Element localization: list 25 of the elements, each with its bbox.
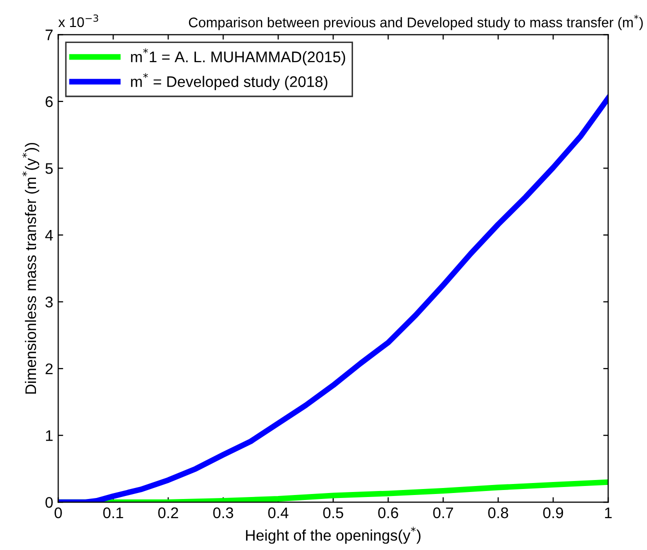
y-axis-title: Dimensionless mass transfer (m$^{*}$(y$^{*}$)) xyxy=(22,142,40,394)
x-tick-label: 0 xyxy=(54,507,62,518)
y-tick-label: 1 xyxy=(46,430,53,441)
x-tick-label: 0.6 xyxy=(378,507,398,518)
x-tick-label: 0.7 xyxy=(433,507,454,518)
legend-label: m$^{*}$ = Developed study (2018) xyxy=(131,73,328,90)
x-tick-label: 0.2 xyxy=(158,507,178,518)
legend-label: m$^{*}$1 = A. L. MUHAMMAD(2015) xyxy=(131,48,346,66)
x-tick-label: 1 xyxy=(605,508,612,518)
x-tick-label: 0.4 xyxy=(268,507,288,518)
y-tick-label: 0 xyxy=(45,497,53,508)
x-tick-label: 0.8 xyxy=(488,507,508,518)
y-tick-label: 2 xyxy=(46,363,53,374)
y-tick-label: 3 xyxy=(45,296,53,308)
x-tick-label: 0.1 xyxy=(103,507,124,518)
x-tick-label: 0.3 xyxy=(213,507,234,518)
y-tick-label: 4 xyxy=(45,230,53,241)
x-axis-title: Height of the openings(y$^{*}$) xyxy=(246,526,420,544)
y-tick-label: 6 xyxy=(46,96,53,108)
y-tick-label: 5 xyxy=(45,163,53,174)
text: x 10$^{−3}$ xyxy=(58,14,98,28)
chart-title: Comparison between previous and Developed study to mass transfer (m$^{*}$) xyxy=(188,14,643,30)
x-tick-label: 0.5 xyxy=(323,507,344,518)
y-tick-label: 7 xyxy=(46,30,53,40)
x-tick-label: 0.9 xyxy=(543,507,564,518)
